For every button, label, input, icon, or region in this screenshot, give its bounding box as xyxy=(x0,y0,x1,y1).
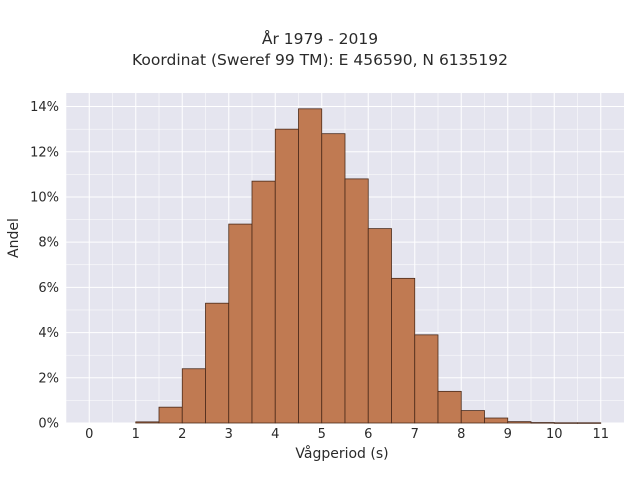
histogram-bar xyxy=(530,422,555,424)
y-tick-label: 0% xyxy=(38,417,59,432)
histogram-bar xyxy=(437,390,462,424)
x-tick-label: 10 xyxy=(546,427,563,442)
histogram-bar xyxy=(484,417,509,424)
x-axis-label: Vågperiod (s) xyxy=(295,446,389,462)
x-tick-label: 4 xyxy=(271,427,279,442)
y-tick-label: 14% xyxy=(30,100,59,115)
histogram-bar xyxy=(158,406,183,424)
chart-title: År 1979 - 2019 xyxy=(261,30,379,48)
y-tick-label: 12% xyxy=(30,145,59,160)
y-axis-label: Andel xyxy=(6,218,22,258)
histogram-bar xyxy=(135,421,160,424)
x-tick-label: 0 xyxy=(85,427,93,442)
histogram-bar xyxy=(553,422,578,424)
x-tick-label: 3 xyxy=(225,427,233,442)
x-tick-label: 7 xyxy=(411,427,419,442)
histogram-bar xyxy=(391,277,416,424)
x-tick-label: 2 xyxy=(178,427,186,442)
histogram-bar xyxy=(274,128,299,424)
histogram-bar xyxy=(367,228,392,424)
histogram-bar xyxy=(344,178,369,424)
histogram-bar xyxy=(507,421,532,424)
y-tick-label: 6% xyxy=(38,281,59,296)
histogram-bar xyxy=(414,334,439,424)
histogram-bar xyxy=(321,133,346,424)
histogram-bar xyxy=(181,368,206,424)
x-tick-label: 6 xyxy=(364,427,372,442)
histogram-bar xyxy=(205,302,230,424)
chart-subtitle: Koordinat (Sweref 99 TM): E 456590, N 61… xyxy=(132,51,508,69)
histogram-bar xyxy=(228,223,253,424)
x-axis-ticks: 0 1 2 3 4 5 6 7 8 9 10 11 xyxy=(85,427,609,442)
x-tick-label: 11 xyxy=(592,427,609,442)
y-tick-label: 2% xyxy=(38,371,59,386)
y-axis-ticks: 0% 2% 4% 6% 8% 10% 12% 14% xyxy=(30,100,59,431)
bars-group xyxy=(135,108,602,424)
x-tick-label: 5 xyxy=(318,427,326,442)
x-tick-label: 9 xyxy=(504,427,512,442)
histogram-bar xyxy=(460,410,485,424)
y-tick-label: 4% xyxy=(38,326,59,341)
histogram-bar xyxy=(577,422,602,424)
x-tick-label: 1 xyxy=(132,427,140,442)
y-tick-label: 8% xyxy=(38,236,59,251)
y-tick-label: 10% xyxy=(30,190,59,205)
histogram-bar xyxy=(251,180,276,424)
x-tick-label: 8 xyxy=(457,427,465,442)
histogram-bar xyxy=(298,108,323,424)
